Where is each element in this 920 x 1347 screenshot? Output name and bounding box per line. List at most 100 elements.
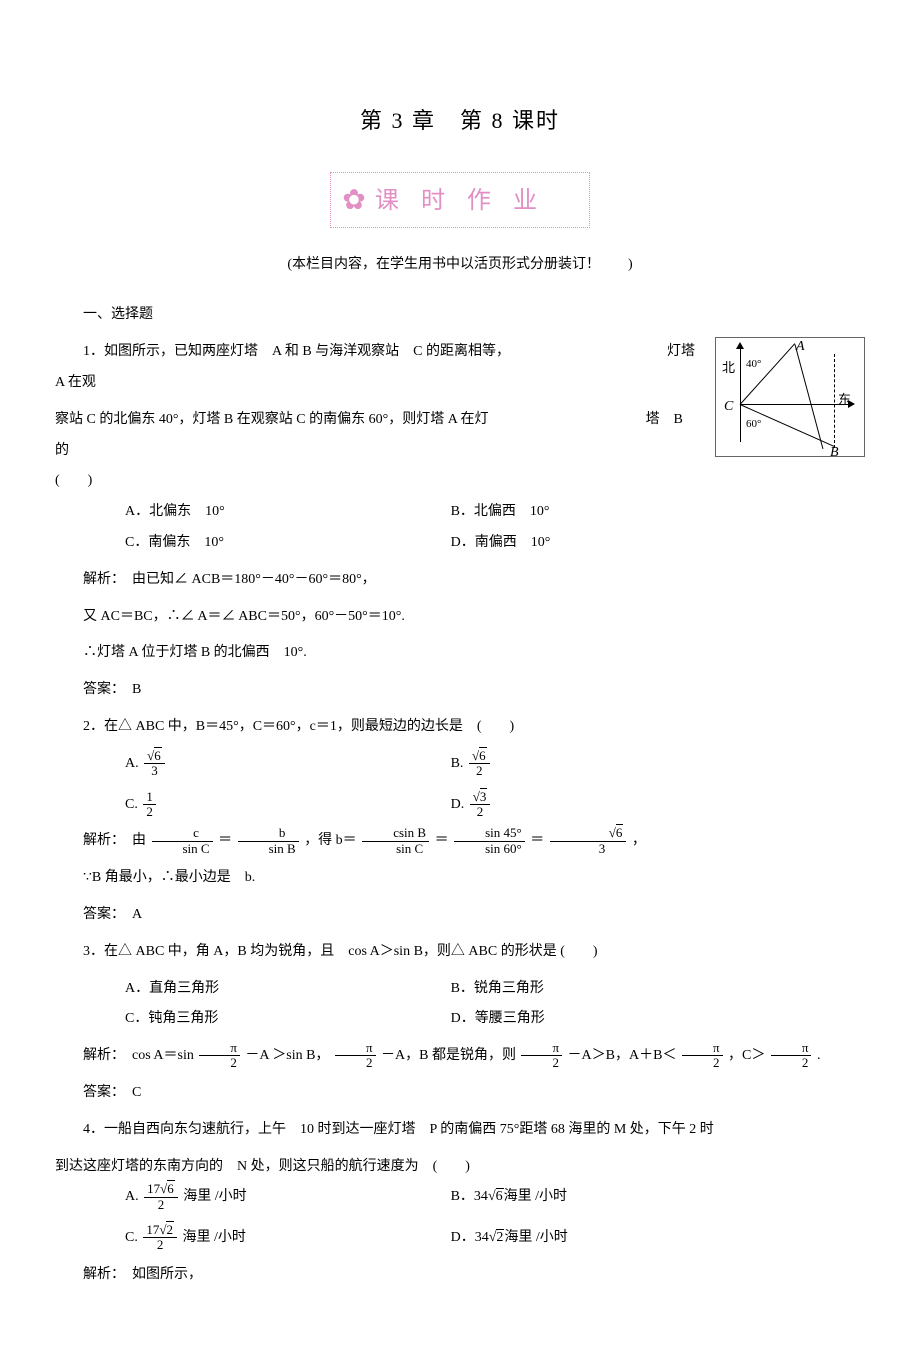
q2-D-num: 3 (480, 788, 488, 804)
q2-exp-pre: 解析： 由 (83, 833, 146, 848)
q4-options: A. 1762 海里 /小时 B．346海里 /小时 C. 1722 海里 /小… (125, 1182, 865, 1254)
homework-banner: ✿ 课 时 作 业 (330, 172, 590, 228)
q2-A-num: 6 (154, 747, 162, 763)
q2-A-pre: A. (125, 756, 139, 771)
q3-m2: －A，B 都是锐角，则 (381, 1048, 516, 1063)
q4-B-tail: 海里 /小时 (504, 1189, 567, 1204)
q2-f3n: csin B (362, 826, 429, 841)
q2-f1n: c (152, 826, 213, 841)
q4-C-pre: C. (125, 1230, 138, 1245)
q2-f5d: 3 (550, 842, 627, 856)
q2-eq3: ＝ (530, 833, 544, 848)
page-title: 第 3 章 第 8 课时 (55, 100, 865, 142)
q2-B-num: 6 (479, 747, 487, 763)
q4-exp: 解析： 如图所示， (55, 1260, 865, 1291)
q2-A-den: 3 (144, 764, 165, 778)
q3-stem: 3．在△ ABC 中，角 A，B 均为锐角，且 cos A＞sin B，则△ A… (55, 937, 865, 968)
q3-pi3d: 2 (521, 1056, 562, 1070)
q1-optD: D．南偏西 10° (451, 528, 777, 559)
q1-ans: 答案： B (55, 675, 865, 706)
q1-optB: B．北偏西 10° (451, 497, 777, 528)
q4-D-tail: 海里 /小时 (504, 1230, 567, 1245)
q2-optD: D. 32 (451, 790, 777, 821)
q3-pi3n: π (521, 1041, 562, 1056)
q4-A-pre: A. (125, 1189, 139, 1204)
q3-exp: 解析： cos A＝sin π2 －A ＞sin B， π2 －A，B 都是锐角… (55, 1041, 865, 1072)
fig-north: 北 (722, 356, 735, 381)
q2-f4d: sin 60° (454, 842, 525, 856)
q1-stem-b: 察站 C 的北偏东 40°，灯塔 B 在观察站 C 的南偏东 60°，则灯塔 A… (55, 412, 489, 427)
q2-stem: 2．在△ ABC 中，B＝45°，C＝60°，c＝1，则最短边的边长是 ( ) (55, 712, 865, 743)
q3-tail: . (817, 1048, 821, 1063)
q2-f3d: sin C (362, 842, 429, 856)
q2-B-pre: B. (451, 756, 464, 771)
q2-mid: ，得 b＝ (304, 833, 357, 848)
section-heading: 一、选择题 (55, 300, 865, 331)
q4-B-pre: B．34 (451, 1189, 488, 1204)
q4-C-tail: 海里 /小时 (182, 1230, 245, 1245)
q1-optA: A．北偏东 10° (125, 497, 451, 528)
q2-eq2: ＝ (435, 833, 449, 848)
q3-pi2n: π (335, 1041, 376, 1056)
q3-optB: B．锐角三角形 (451, 974, 777, 1005)
q2-tail: ， (632, 833, 646, 848)
fig-east: 东 (838, 388, 851, 413)
q2-f2d: sin B (238, 842, 299, 856)
q1-block: 北 东 A B C 40° 60° 1．如图所示，已知两座灯塔 A 和 B 与海… (55, 337, 865, 497)
banner-text: 课 时 作 业 (375, 188, 545, 214)
q2-optC: C. 12 (125, 790, 451, 821)
page-subtitle: (本栏目内容，在学生用书中以活页形式分册装订！ ) (55, 252, 865, 279)
q4-C-num: 2 (166, 1221, 174, 1237)
q4-optD: D．34 2海里 /小时 (451, 1223, 777, 1254)
q1-exp2: 又 AC＝BC，∴∠ A＝∠ ABC＝50°，60°－50°＝10°. (55, 602, 865, 633)
q3-m1: －A ＞sin B， (245, 1048, 329, 1063)
q1-figure: 北 东 A B C 40° 60° (715, 337, 865, 457)
q2-f4n: sin 45° (454, 826, 525, 841)
q3-pi2d: 2 (335, 1056, 376, 1070)
q4-optC: C. 1722 海里 /小时 (125, 1223, 451, 1254)
q2-f2n: b (238, 826, 299, 841)
q4-A-num: 6 (167, 1180, 175, 1196)
q3-optC: C．钝角三角形 (125, 1004, 451, 1035)
banner-flower-icon: ✿ (337, 181, 379, 221)
q4-C-coef: 17 (146, 1222, 159, 1237)
q3-exp-pre: 解析： cos A＝sin (83, 1048, 194, 1063)
q2-D-den: 2 (470, 805, 491, 819)
q4-A-coef: 17 (147, 1181, 160, 1196)
q3-optD: D．等腰三角形 (451, 1004, 777, 1035)
q4-D-pre: D．34 (451, 1230, 489, 1245)
q2-exp1: 解析： 由 csin C ＝ bsin B ，得 b＝ csin Bsin C … (55, 826, 865, 857)
fig-C: C (724, 394, 733, 421)
q4-A-den: 2 (144, 1198, 178, 1212)
q3-pi5d: 2 (771, 1056, 812, 1070)
q2-B-den: 2 (469, 764, 490, 778)
q4-optB: B．346海里 /小时 (451, 1182, 777, 1213)
fig-B: B (830, 440, 839, 467)
q2-f1d: sin C (152, 842, 213, 856)
q2-eq1: ＝ (218, 833, 232, 848)
q4-A-tail: 海里 /小时 (183, 1189, 246, 1204)
q1-options: A．北偏东 10° B．北偏西 10° C．南偏东 10° D．南偏西 10° (125, 497, 865, 559)
q2-optA: A. 63 (125, 749, 451, 780)
q1-exp3: ∴灯塔 A 位于灯塔 B 的北偏西 10°. (55, 638, 865, 669)
q3-pi1n: π (199, 1041, 240, 1056)
q2-C-den: 2 (143, 805, 156, 819)
q3-m4: ，C＞ (728, 1048, 765, 1063)
q3-optA: A．直角三角形 (125, 974, 451, 1005)
fig-A: A (796, 334, 805, 361)
q4-D-rad: 2 (496, 1229, 504, 1245)
fig-40: 40° (746, 354, 761, 375)
q3-pi4n: π (682, 1041, 723, 1056)
q3-pi5n: π (771, 1041, 812, 1056)
q1-stem-a: 1．如图所示，已知两座灯塔 A 和 B 与海洋观察站 C 的距离相等， (83, 344, 510, 359)
q4-stem1: 4．一船自西向东匀速航行，上午 10 时到达一座灯塔 P 的南偏西 75°距塔 … (55, 1115, 865, 1146)
q2-C-pre: C. (125, 797, 138, 812)
q4-C-den: 2 (143, 1238, 177, 1252)
q2-options: A. 63 B. 62 C. 12 D. 32 (125, 749, 865, 821)
q3-options: A．直角三角形 B．锐角三角形 C．钝角三角形 D．等腰三角形 (125, 974, 865, 1036)
q2-ans: 答案： A (55, 900, 865, 931)
q2-exp2: ∵B 角最小，∴最小边是 b. (55, 863, 865, 894)
q2-f5n: 6 (616, 824, 624, 840)
q3-pi4d: 2 (682, 1056, 723, 1070)
q3-ans: 答案： C (55, 1078, 865, 1109)
